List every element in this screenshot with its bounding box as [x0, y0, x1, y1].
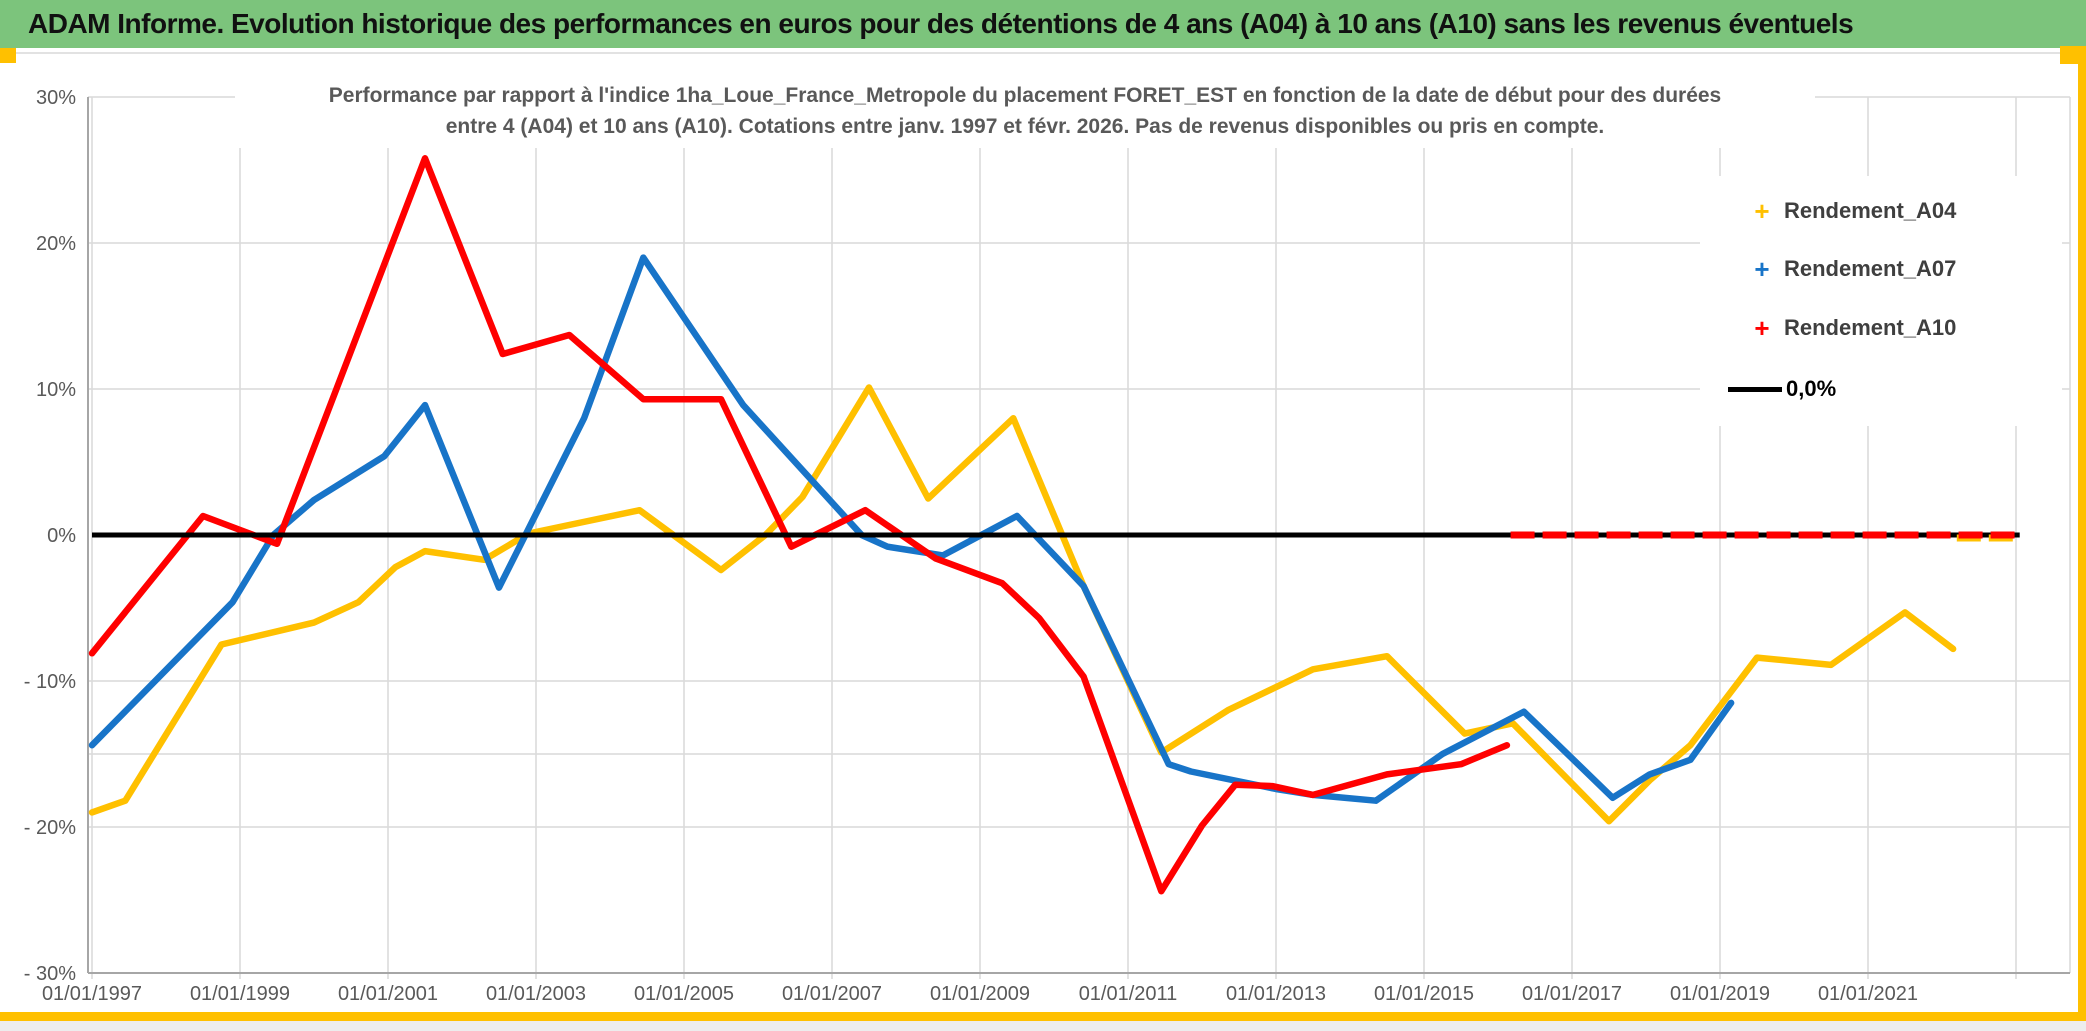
black-line-icon — [1728, 386, 1782, 392]
header-underline — [0, 52, 2086, 54]
legend-entry-zero: 0,0% — [1728, 374, 1836, 404]
legend-entry-a04: + Rendement_A04 — [1740, 196, 1956, 226]
y-tick-label: - 30% — [24, 963, 76, 985]
x-tick-label: 01/01/2005 — [634, 983, 734, 1005]
x-tick-label: 01/01/2019 — [1670, 983, 1770, 1005]
y-axis-labels: 30% 20% 10% 0% - 10% - 20% - 30% — [24, 87, 76, 985]
legend-label-a07: Rendement_A07 — [1784, 256, 1957, 281]
x-tick-label: 01/01/2015 — [1374, 983, 1474, 1005]
x-tick-label: 01/01/2017 — [1522, 983, 1622, 1005]
gold-border-right — [2078, 60, 2086, 1012]
x-tick-label: 01/01/1999 — [190, 983, 290, 1005]
plus-marker-icon: + — [1754, 254, 1770, 284]
bottom-margin-strip — [0, 1021, 2086, 1031]
page-title: ADAM Informe. Evolution historique des p… — [28, 8, 1854, 39]
legend-entry-a07: + Rendement_A07 — [1740, 254, 1956, 284]
legend-label-zero: 0,0% — [1786, 376, 1837, 401]
header-bar: ADAM Informe. Evolution historique des p… — [0, 0, 2086, 48]
y-tick-label: 30% — [36, 87, 76, 109]
x-tick-label: 01/01/2021 — [1818, 983, 1918, 1005]
plus-marker-icon: + — [1754, 196, 1770, 226]
y-tick-label: - 20% — [24, 817, 76, 839]
plus-marker-icon: + — [1754, 313, 1770, 343]
legend-label-a04: Rendement_A04 — [1784, 198, 1957, 223]
legend-label-a10: Rendement_A10 — [1784, 315, 1957, 340]
y-tick-label: 0% — [47, 525, 76, 547]
legend-entry-a10: + Rendement_A10 — [1740, 313, 1956, 343]
x-tick-label: 01/01/2009 — [930, 983, 1030, 1005]
x-tick-label: 01/01/2011 — [1079, 983, 1178, 1005]
y-tick-label: 10% — [36, 379, 76, 401]
x-tick-label: 01/01/2003 — [486, 983, 586, 1005]
x-axis-labels: 01/01/1997 01/01/1999 01/01/2001 01/01/2003… — [42, 983, 1918, 1005]
gold-corner-left — [0, 48, 16, 63]
y-tick-label: - 10% — [24, 671, 76, 693]
y-tick-label: 20% — [36, 233, 76, 255]
gold-border-bottom — [0, 1012, 2086, 1021]
gold-corner-right — [2060, 46, 2086, 64]
x-tick-label: 01/01/2007 — [782, 983, 882, 1005]
chart-subtitle-line1: Performance par rapport à l'indice 1ha_L… — [328, 84, 1722, 107]
chart-legend: + Rendement_A04 + Rendement_A07 + Rendem… — [1700, 176, 2062, 426]
chart-subtitle: Performance par rapport à l'indice 1ha_L… — [235, 74, 1815, 148]
x-tick-label: 01/01/2013 — [1226, 983, 1326, 1005]
chart-subtitle-line2: entre 4 (A04) et 10 ans (A10). Cotations… — [445, 115, 1605, 138]
x-tick-label: 01/01/1997 — [42, 983, 142, 1005]
x-tick-label: 01/01/2001 — [338, 983, 438, 1005]
series-line-rendement_a07 — [88, 254, 1735, 804]
series-line-rendement_a10 — [88, 155, 1511, 895]
